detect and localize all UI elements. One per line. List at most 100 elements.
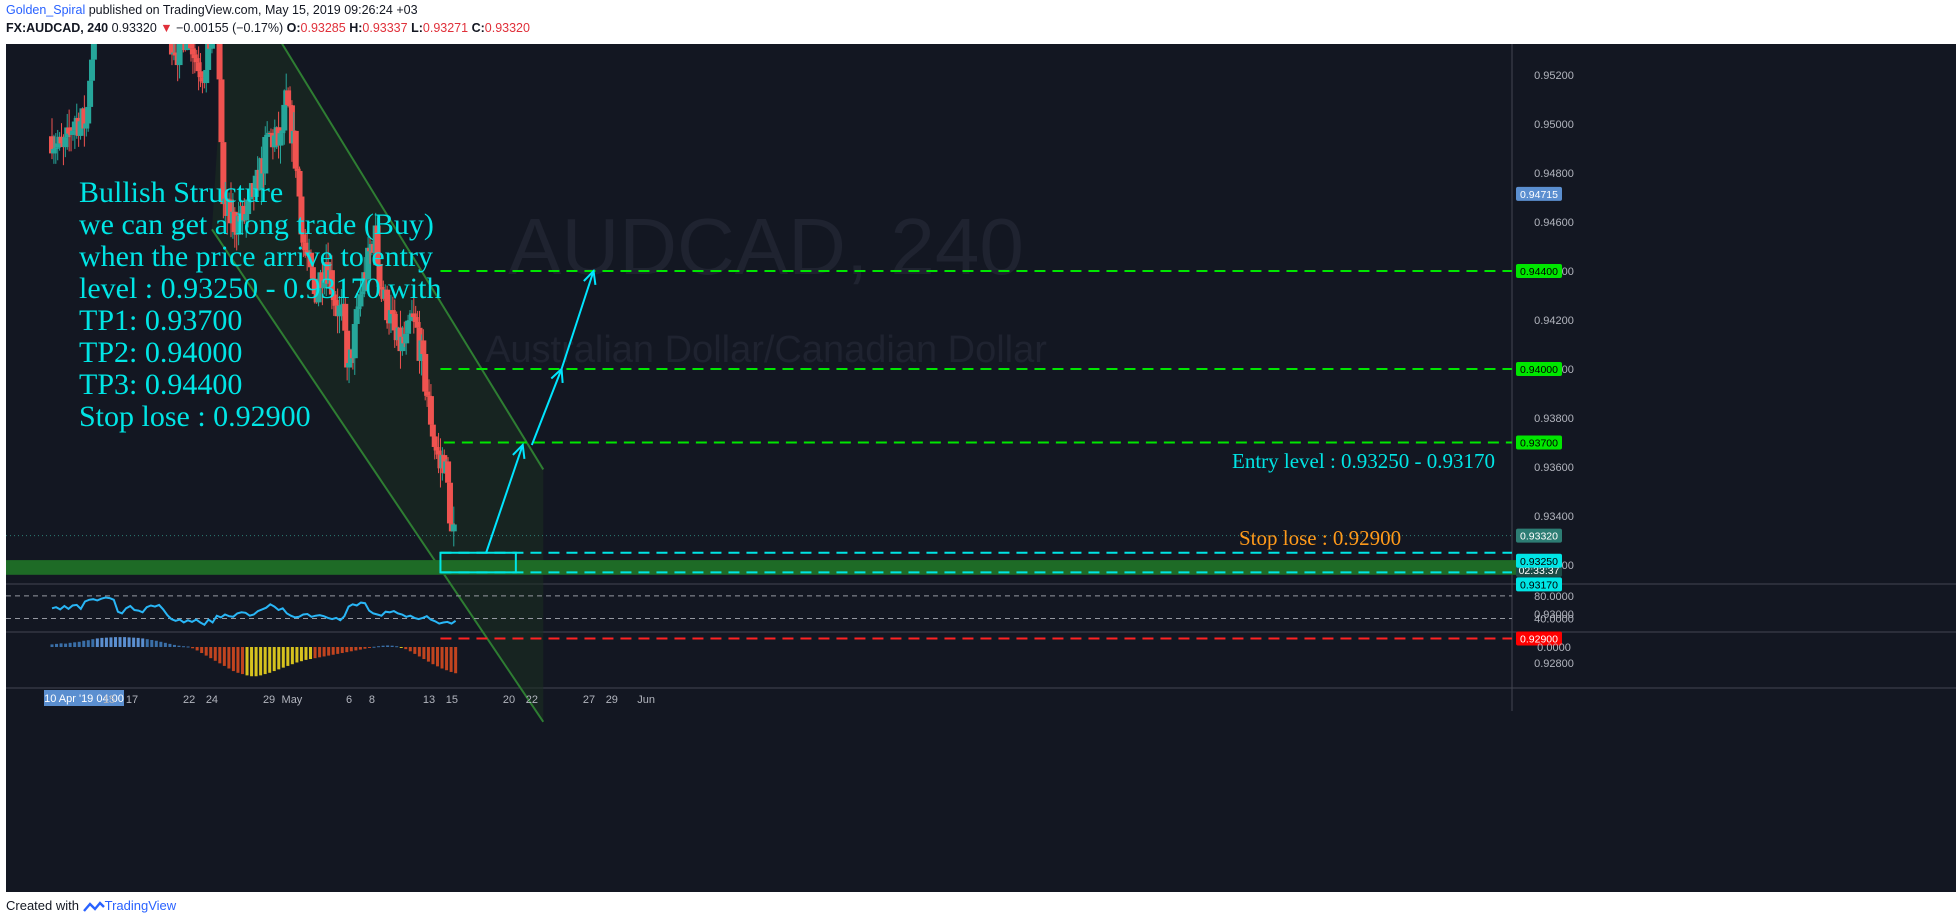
idea-text-line: level : 0.93250 - 0.93170 with	[79, 272, 441, 305]
candle-body	[220, 142, 227, 205]
macd-bar	[322, 647, 326, 657]
macd-bar	[454, 647, 458, 674]
down-arrow-icon: ▼	[160, 21, 173, 35]
candle-body	[412, 317, 419, 323]
macd-bar	[436, 647, 440, 667]
candle-body	[357, 294, 364, 307]
price-tick-label: 0.94800	[1534, 168, 1574, 180]
time-tick-label: 13	[423, 694, 435, 706]
macd-bar	[327, 647, 331, 656]
candle-body	[77, 121, 84, 136]
projection-arrow[interactable]	[560, 270, 595, 370]
demand-zone[interactable]	[6, 560, 1522, 575]
candle-body	[403, 333, 410, 344]
macd-bar	[399, 647, 403, 648]
tradingview-link[interactable]: TradingView	[104, 898, 177, 913]
candle-body	[300, 234, 307, 243]
price-tick-label: 0.93600	[1534, 462, 1574, 474]
price-tick-label: 0.94200	[1534, 315, 1574, 327]
candle-body	[176, 44, 183, 66]
high-value: 0.93337	[362, 21, 408, 35]
projection-arrow[interactable]	[485, 444, 524, 554]
channel-upper-line[interactable]	[229, 44, 545, 470]
macd-bar	[340, 647, 344, 654]
macd-bar	[159, 641, 163, 647]
macd-bar	[68, 642, 72, 647]
open-value: 0.93285	[300, 21, 346, 35]
macd-bar	[177, 645, 181, 647]
candle-body	[54, 143, 61, 148]
candle-body	[231, 211, 238, 233]
channel-lower-line[interactable]	[211, 228, 545, 723]
macd-bar	[168, 643, 172, 647]
macd-bar	[172, 644, 176, 647]
entry-level-label[interactable]: Entry level : 0.93250 - 0.93170	[1232, 449, 1495, 473]
last-price: 0.93320	[111, 21, 157, 35]
candle-body	[376, 263, 383, 287]
candle-body	[184, 44, 191, 51]
idea-text-line: TP2: 0.94000	[79, 336, 242, 369]
candle-body	[292, 130, 299, 169]
candle-body	[62, 137, 69, 148]
macd-bar	[95, 638, 99, 647]
macd-bar	[295, 647, 299, 663]
time-cursor-label: 10 Apr '19 04:00	[44, 690, 124, 706]
candle-body	[420, 340, 427, 354]
candle-body	[252, 175, 259, 197]
candle-body	[58, 136, 65, 144]
macd-bar	[59, 643, 63, 647]
svg-text:10 Apr '19 04:00: 10 Apr '19 04:00	[44, 693, 124, 705]
macd-bar	[417, 647, 421, 657]
entry-box[interactable]	[439, 551, 517, 574]
chart-canvas[interactable]: AUDCAD, 240 Australian Dollar/Canadian Do…	[6, 44, 1956, 892]
macd-bar	[240, 647, 244, 675]
chart-frame[interactable]: AUDCAD, 240 Australian Dollar/Canadian Do…	[6, 44, 1956, 892]
price-tick-label: 0.95000	[1534, 119, 1574, 131]
candle-body	[298, 196, 305, 235]
candle-body	[188, 44, 195, 49]
macd-bar	[422, 647, 426, 660]
macd-bar	[299, 647, 303, 662]
time-tick-label: 15	[103, 694, 115, 706]
idea-text-line: Stop lose : 0.92900	[79, 400, 311, 433]
time-tick-label: May	[282, 694, 303, 706]
macd-bar	[277, 647, 281, 670]
candle-body	[197, 71, 204, 78]
macd-bar	[281, 647, 285, 668]
candle-body	[427, 396, 434, 425]
candle-body	[262, 136, 269, 174]
macd-bar	[395, 646, 399, 648]
time-tick-label: 22	[526, 694, 538, 706]
price-badge: 0.93250	[1516, 553, 1562, 568]
stop-lose-label[interactable]: Stop lose : 0.92900	[1239, 526, 1401, 550]
candles	[49, 44, 457, 547]
candle-body	[243, 214, 250, 221]
macd-bar	[100, 637, 104, 647]
candle-body	[391, 313, 398, 331]
svg-text:0.93170: 0.93170	[1520, 579, 1558, 591]
candle-body	[365, 247, 372, 280]
macd-bar	[440, 647, 444, 669]
macd-bar	[91, 639, 95, 647]
time-tick-label: 29	[606, 694, 618, 706]
candle-body	[446, 482, 453, 524]
rsi-line	[51, 596, 457, 626]
price-tick-label: 0.93000	[1534, 609, 1574, 621]
macd-bar	[377, 646, 381, 648]
candle-body	[199, 77, 206, 82]
candle-body	[361, 272, 368, 292]
macd-bar	[195, 647, 199, 651]
candle-body	[346, 363, 353, 368]
projection-arrow[interactable]	[530, 368, 563, 446]
macd-bar	[50, 644, 54, 647]
candle-body	[203, 69, 210, 84]
candle-body	[50, 149, 57, 154]
macd-bar	[191, 647, 195, 649]
candle-body	[414, 322, 421, 328]
author-link[interactable]: Golden_Spiral	[6, 3, 86, 17]
rsi-level-label: 80.0000	[1534, 591, 1574, 603]
candle-body	[66, 127, 73, 134]
macd-bar	[82, 640, 86, 647]
candle-body	[307, 252, 314, 268]
